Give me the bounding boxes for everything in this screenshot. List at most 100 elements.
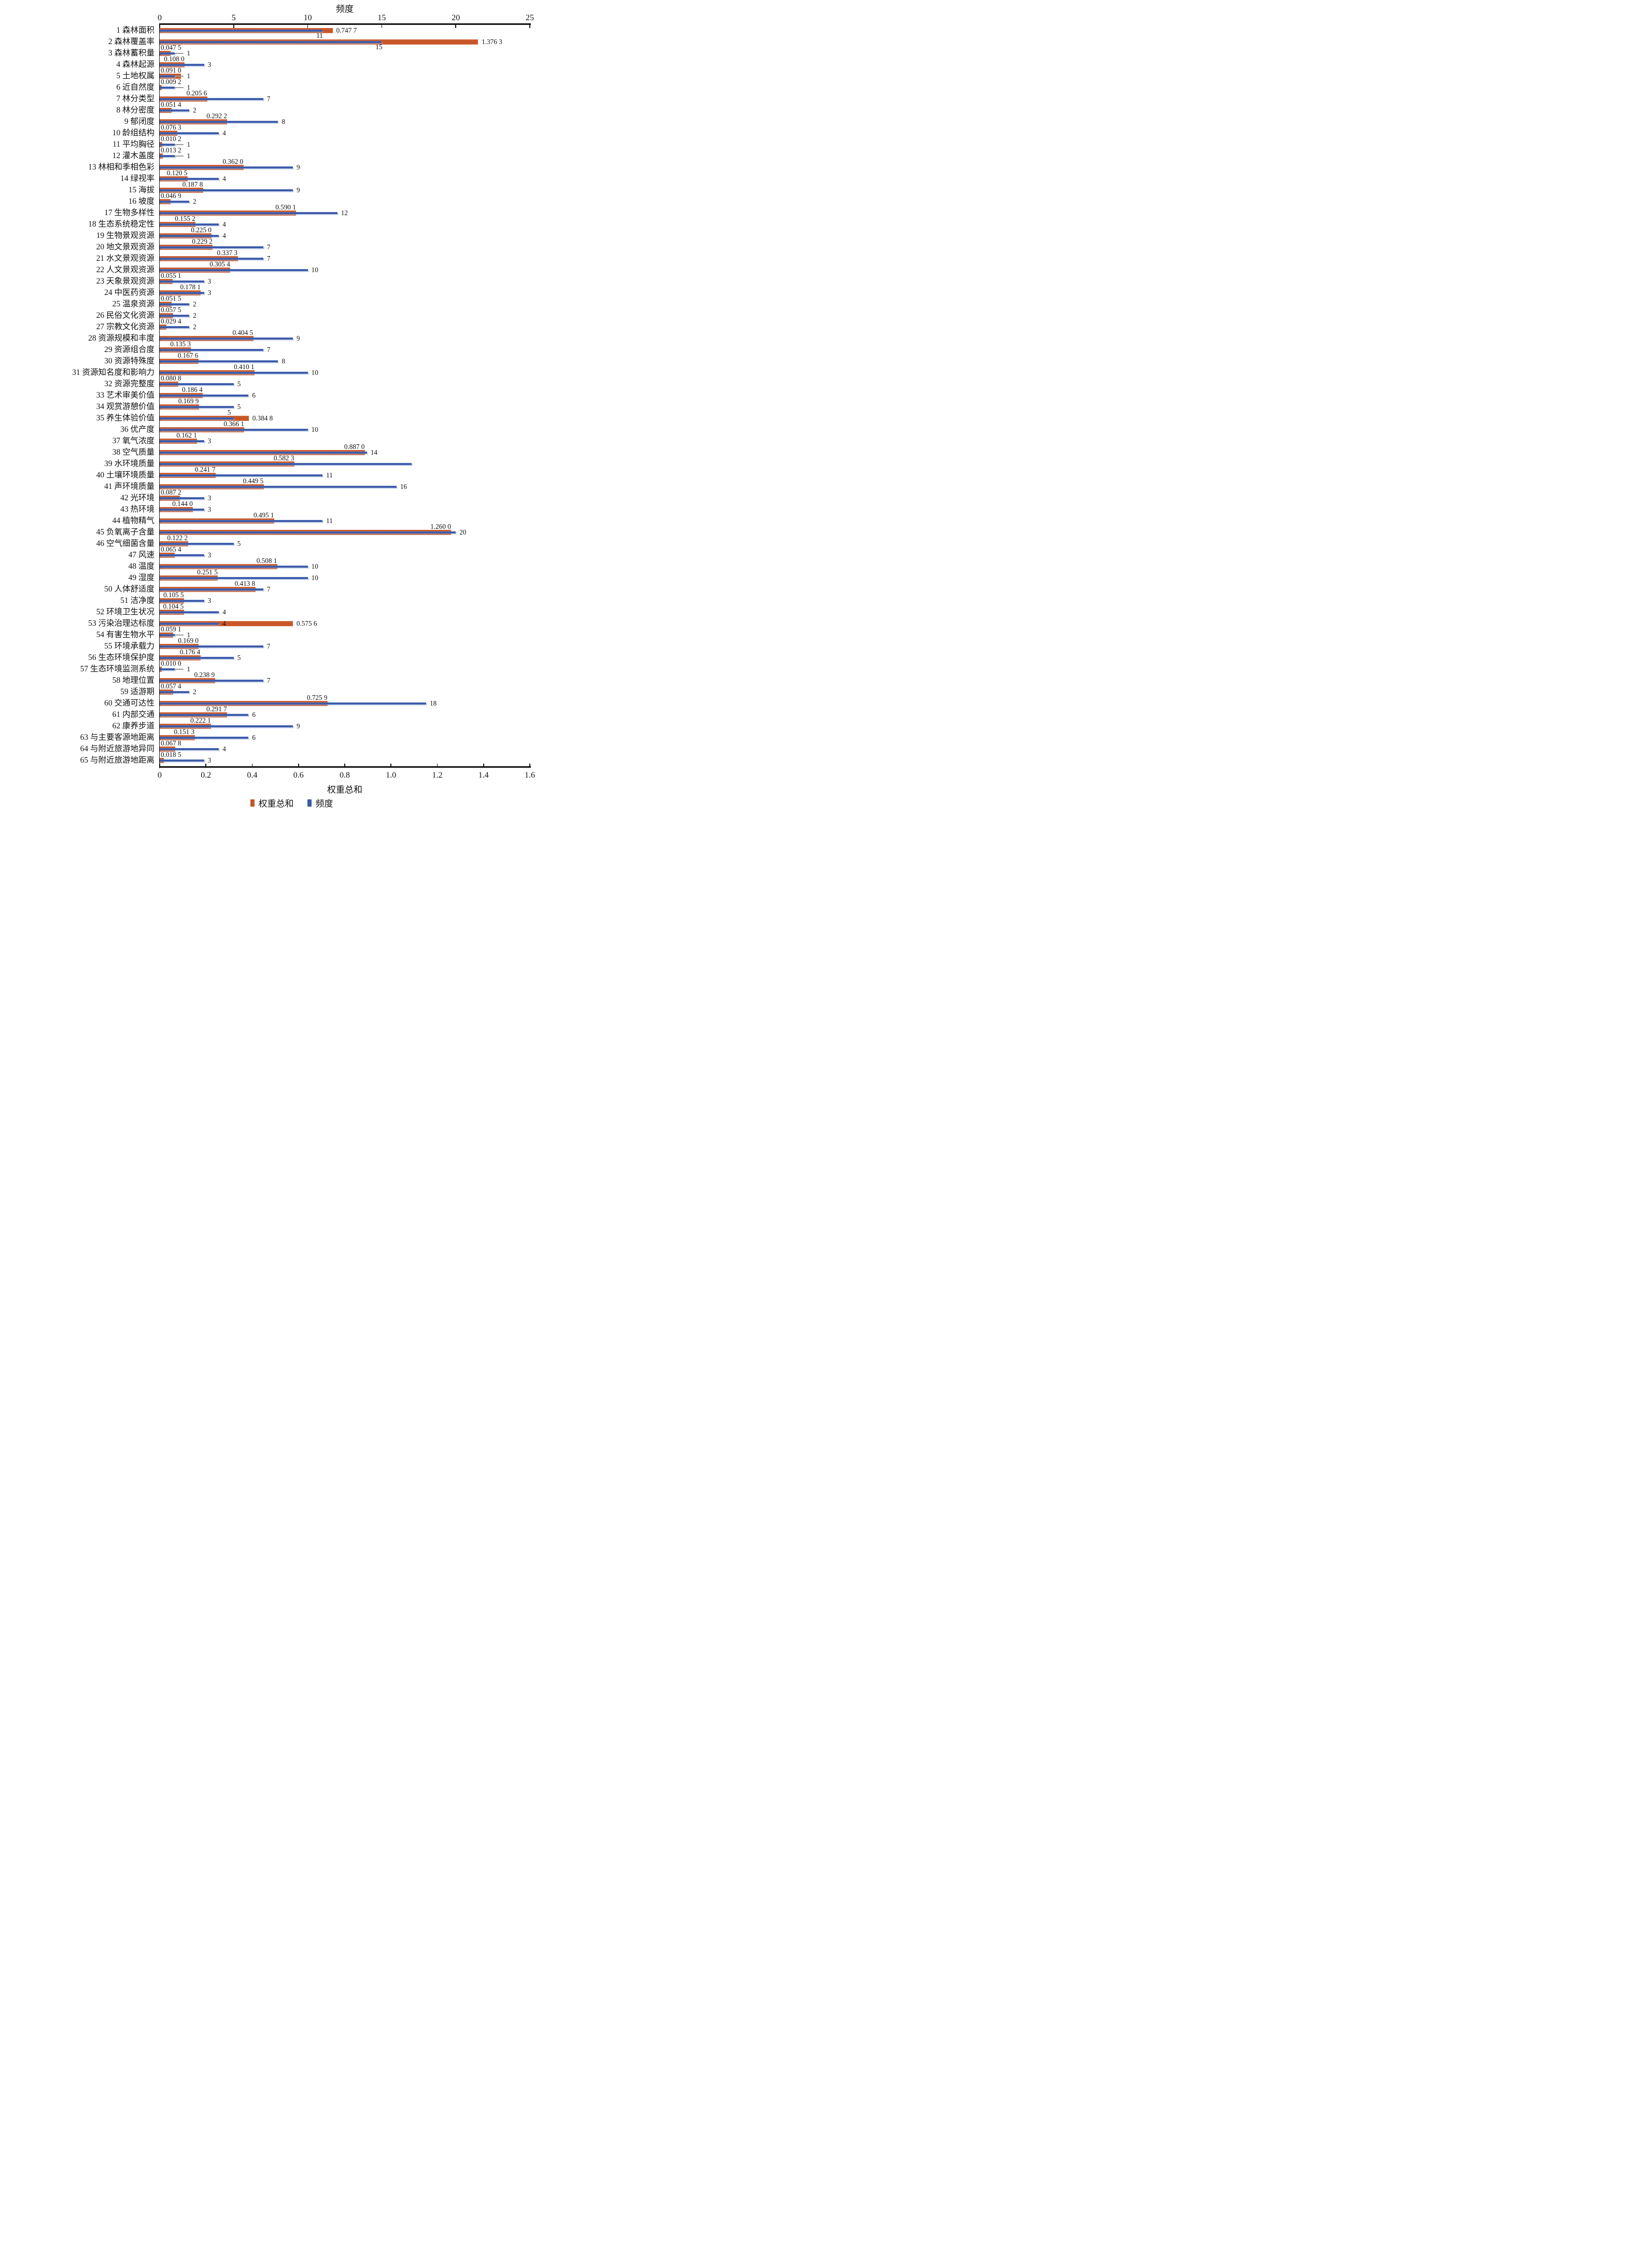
- frequency-value-label: 10: [311, 369, 318, 376]
- top-axis-tick: [529, 25, 530, 29]
- bar-group: 0.144 0 3: [160, 500, 554, 515]
- frequency-value-label: 3: [207, 597, 212, 604]
- weight-value-label: 0.057 4: [161, 682, 181, 690]
- weight-value-label: 0.120 5: [166, 169, 188, 177]
- bar-group: 0.176 4 5: [160, 648, 554, 664]
- bar-group: 0.065 4 3: [160, 546, 554, 561]
- bar-group: 0.046 9 2: [160, 192, 554, 207]
- category-label: 4 森林起源: [116, 60, 154, 69]
- frequency-value-label: 10: [311, 426, 318, 433]
- frequency-bar: [160, 383, 234, 386]
- bar-row: 31 资源知名度和影响力 0.410 1 10: [0, 363, 583, 378]
- bar-row: 10 龄组结构 0.076 3 4: [0, 124, 583, 139]
- bar-row: 40 土壤环境质量 0.241 7 11: [0, 466, 583, 481]
- bar-row: 58 地理位置 0.238 9 7: [0, 671, 583, 686]
- bar-row: 27 宗教文化资源 0.029 4 2: [0, 318, 583, 333]
- bar-group: 0.291 7 6: [160, 705, 554, 721]
- bar-group: 0.067 8 4: [160, 739, 554, 755]
- weight-value-label: 0.018 5: [161, 751, 181, 758]
- frequency-value-label: 5: [237, 540, 241, 547]
- category-label: 29 资源组合度: [104, 345, 154, 354]
- weight-value-label: 0.241 7: [194, 466, 216, 473]
- frequency-bar: [160, 348, 263, 351]
- bar-row: 5 土地权属 0.091 0 1: [0, 67, 583, 82]
- category-axis-line: [159, 23, 160, 768]
- category-label: 56 生态环境保护度: [88, 653, 154, 662]
- bottom-axis-tick: [437, 763, 438, 767]
- frequency-value-label: 7: [266, 255, 271, 262]
- legend: 权重总和 频度: [0, 796, 583, 809]
- frequency-bar: [160, 189, 293, 192]
- bar-group: 0.508 1 10: [160, 557, 554, 572]
- bar-row: 17 生物多样性 0.590 1 12: [0, 203, 583, 219]
- bottom-axis-tick: [390, 763, 392, 767]
- bar-group: 0.404 5 9: [160, 329, 554, 344]
- bar-row: 7 林分类型 0.205 6 7: [0, 90, 583, 105]
- category-label: 35 养生体验价值: [96, 414, 154, 422]
- bar-row: 49 湿度 0.251 5 10: [0, 569, 583, 584]
- frequency-value-label: 4: [222, 129, 226, 137]
- bar-group: 0.187 8 9: [160, 181, 554, 196]
- category-label: 15 海拔: [128, 186, 154, 194]
- frequency-bar: [160, 360, 278, 363]
- category-label: 9 郁闭度: [124, 117, 154, 126]
- bar-row: 21 水文景观资源 0.337 3 7: [0, 249, 583, 264]
- frequency-value-label: 3: [207, 494, 212, 502]
- bar-row: 2 森林覆盖率 1.376 3 15: [0, 36, 583, 51]
- bar-group: 0.887 0 14: [160, 443, 554, 458]
- weight-value-label: 0.176 4: [179, 648, 201, 656]
- bar-row: 48 温度 0.508 1 10: [0, 557, 583, 572]
- bar-row: 6 近自然度 0.009 2 1: [0, 78, 583, 93]
- frequency-bar: [160, 691, 190, 694]
- frequency-bar: [160, 97, 263, 101]
- category-label: 58 地理位置: [112, 676, 154, 685]
- frequency-value-label: 5: [237, 654, 241, 661]
- frequency-whisker: [174, 76, 184, 77]
- frequency-value-label: 4: [222, 175, 226, 182]
- bar-group: 0.747 7 11: [160, 25, 554, 39]
- bar-row: 35 养生体验价值 0.384 8 5: [0, 409, 583, 424]
- bar-row: 61 内部交通 0.291 7 6: [0, 705, 583, 721]
- frequency-bar: [160, 542, 234, 545]
- bar-group: 0.410 1 10: [160, 363, 554, 378]
- bar-row: 28 资源规模和丰度 0.404 5 9: [0, 329, 583, 344]
- weight-value-label: 0.009 2: [161, 78, 181, 86]
- bar-row: 25 温泉资源 0.051 5 2: [0, 295, 583, 310]
- weight-value-label: 0.291 7: [206, 705, 227, 713]
- category-label: 28 资源规模和丰度: [88, 334, 154, 343]
- bar-group: 0.051 4 2: [160, 101, 554, 116]
- category-label: 23 天象景观资源: [96, 277, 154, 286]
- frequency-bar: [160, 223, 219, 226]
- bar-group: 0.047 5 1: [160, 44, 554, 59]
- frequency-bar: [160, 451, 367, 454]
- bottom-axis-tick: [529, 763, 530, 767]
- weight-value-label: 0.067 8: [161, 739, 181, 747]
- bar-group: 0.495 1 11: [160, 511, 554, 527]
- top-axis-tick: [233, 25, 234, 29]
- category-label: 39 水环境质量: [104, 459, 154, 468]
- frequency-value-label: 10: [311, 574, 318, 582]
- frequency-bar: [160, 246, 263, 249]
- bar-row: 53 污染治理达标度 0.575 6 4: [0, 618, 583, 629]
- frequency-bar: [160, 736, 249, 739]
- frequency-bar: [160, 200, 190, 203]
- legend-swatch: [250, 799, 255, 807]
- frequency-bar: [160, 713, 249, 716]
- weight-value-label: 0.495 1: [253, 511, 274, 519]
- bar-group: 0.029 4 2: [160, 318, 554, 333]
- bar-group: 0.055 1 3: [160, 272, 554, 287]
- bottom-axis-tick: [251, 763, 253, 767]
- weight-value-label: 0.169 0: [178, 637, 199, 644]
- top-axis-line: [160, 23, 531, 25]
- weight-value-label: 0.590 1: [275, 203, 296, 211]
- frequency-value-label: 1: [187, 140, 191, 148]
- bar-group: 0.151 3 6: [160, 728, 554, 743]
- frequency-whisker: [174, 87, 184, 88]
- weight-value-label: 0.051 5: [161, 294, 181, 302]
- bottom-axis-tick: [159, 763, 160, 767]
- frequency-bar: [160, 485, 397, 488]
- frequency-bar: [160, 86, 175, 89]
- frequency-bar: [160, 428, 308, 431]
- frequency-value-label: 7: [266, 95, 271, 103]
- category-label: 36 优产度: [120, 425, 154, 434]
